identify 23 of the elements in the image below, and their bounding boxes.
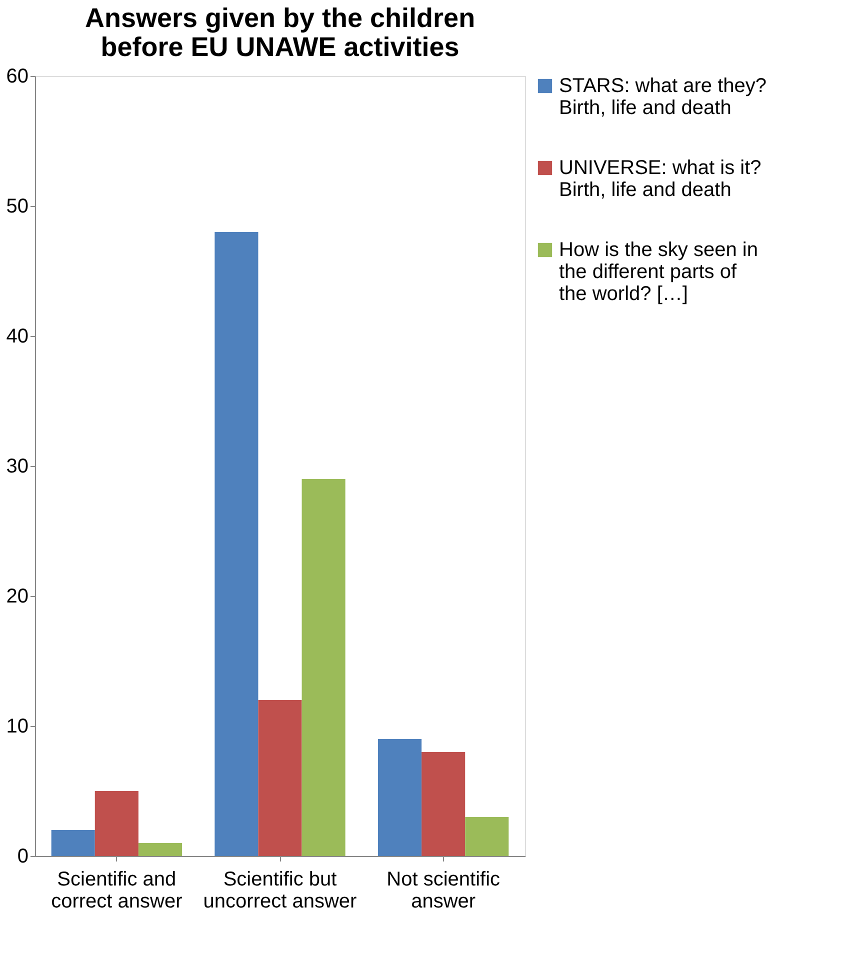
bar xyxy=(302,479,346,856)
y-tick-label: 30 xyxy=(6,456,28,478)
y-tick-label: 50 xyxy=(6,196,28,218)
bar xyxy=(51,830,95,856)
bar xyxy=(378,739,422,856)
bar xyxy=(258,700,302,856)
legend-label: UNIVERSE: what is it? Birth, life and death xyxy=(559,157,762,201)
bar xyxy=(214,232,258,856)
legend-label: STARS: what are they? Birth, life and death xyxy=(559,75,766,119)
bar xyxy=(94,791,138,856)
legend-label: How is the sky seen in the different parts of the world? […] xyxy=(559,239,758,305)
x-tick-label: Not scientific answer xyxy=(386,868,500,912)
bar xyxy=(465,817,509,856)
y-tick-label: 40 xyxy=(6,326,28,348)
y-tick-label: 20 xyxy=(6,586,28,608)
y-tick-label: 0 xyxy=(17,846,28,868)
x-tick-label: Scientific but uncorrect answer xyxy=(203,868,358,912)
x-tick-label: Scientific and correct answer xyxy=(51,868,183,912)
y-tick-label: 60 xyxy=(6,66,28,88)
bar xyxy=(422,752,466,856)
chart-title: Answers given by the children before EU UNAWE activities xyxy=(84,3,476,62)
y-tick-label: 10 xyxy=(6,716,28,738)
bar xyxy=(138,843,182,856)
